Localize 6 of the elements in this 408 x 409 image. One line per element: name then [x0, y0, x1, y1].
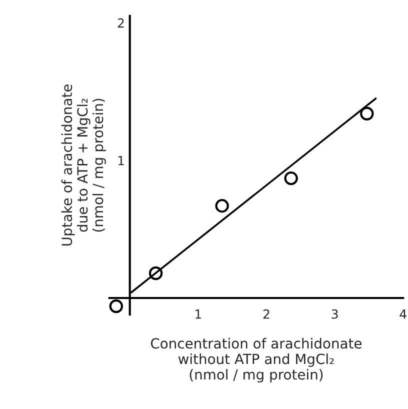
x-tick-label: 4 — [400, 310, 406, 319]
x-tick-label: 1 — [196, 310, 201, 319]
x-axis-title: Concentration of arachidonate without ATP and MgCl₂ (nmol / mg protein) — [150, 338, 362, 382]
y-axis-title: Uptake of arachidonate due to ATP + MgCl₂ (nmol / mg protein) — [61, 84, 106, 246]
x-tick-label: 2 — [263, 309, 270, 319]
x-tick-label: 3 — [332, 309, 338, 319]
